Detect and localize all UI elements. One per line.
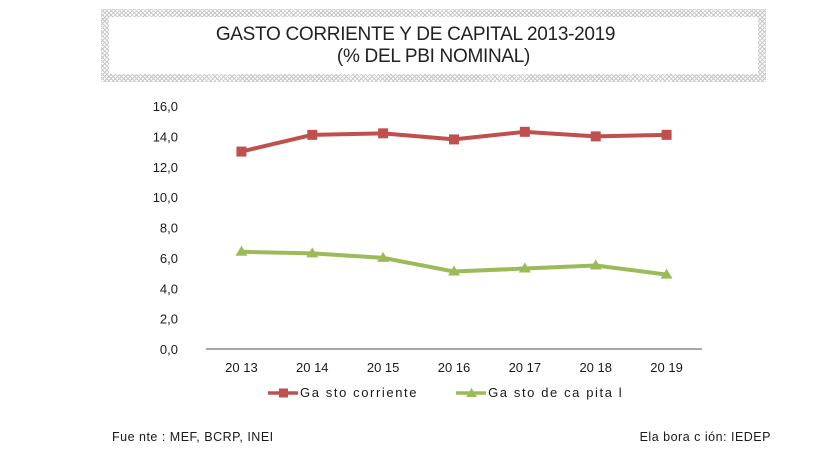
- y-tick-label: 8,0: [160, 221, 178, 236]
- x-tick-label: 20 15: [367, 360, 400, 375]
- y-tick-label: 12,0: [153, 160, 178, 175]
- y-tick-label: 0,0: [160, 342, 178, 357]
- y-tick-label: 2,0: [160, 312, 178, 327]
- data-point-triangle: [660, 268, 673, 279]
- x-axis-labels: 20 13 20 14 20 15 20 16 20 17 20 18 20 19: [225, 360, 683, 375]
- y-tick-label: 6,0: [160, 251, 178, 266]
- data-point-triangle: [306, 247, 319, 258]
- credit-note: Ela bora c ión: IEDEP: [639, 430, 771, 444]
- y-tick-label: 4,0: [160, 281, 178, 296]
- data-point-square: [236, 146, 247, 157]
- legend-label: Ga sto de ca pita l: [488, 385, 624, 400]
- data-point-square: [519, 126, 530, 137]
- data-point-square: [590, 131, 601, 142]
- x-tick-label: 20 16: [438, 360, 471, 375]
- legend-item-gasto-capital: Ga sto de ca pita l: [456, 385, 623, 400]
- legend: Ga sto corriente Ga sto de ca pita l: [268, 385, 623, 400]
- y-tick-label: 16,0: [153, 99, 178, 114]
- x-tick-label: 20 18: [579, 360, 612, 375]
- series-gasto-corriente: [236, 126, 672, 157]
- x-tick-label: 20 19: [650, 360, 683, 375]
- data-point-triangle: [235, 245, 248, 256]
- data-point-square: [449, 134, 459, 145]
- data-point-triangle: [448, 265, 460, 276]
- y-tick-label: 14,0: [153, 129, 178, 144]
- x-tick-label: 20 17: [509, 360, 542, 375]
- title-box: GASTO CORRIENTE Y DE CAPITAL 2013-2019 (…: [101, 9, 766, 82]
- chart-title: GASTO CORRIENTE Y DE CAPITAL 2013-2019: [215, 23, 616, 45]
- x-tick-label: 20 14: [296, 360, 329, 375]
- data-point-triangle: [377, 251, 390, 262]
- y-axis: 0,0 2,0 4,0 6,0 8,0 10,0 12,0 14,0 16,0: [153, 99, 178, 357]
- data-point-triangle: [518, 262, 531, 273]
- legend-label: Ga sto corriente: [300, 385, 419, 400]
- series-gasto-de-capital: [235, 245, 673, 279]
- y-tick-label: 10,0: [153, 190, 178, 205]
- x-tick-label: 20 13: [225, 360, 258, 375]
- legend-square-marker-icon: [268, 388, 298, 397]
- legend-triangle-marker-icon: [456, 387, 487, 397]
- series-group: [235, 126, 673, 279]
- data-point-triangle: [589, 259, 602, 270]
- data-point-square: [661, 129, 672, 140]
- source-note: Fue nte : MEF, BCRP, INEI: [112, 430, 274, 444]
- title-inner: GASTO CORRIENTE Y DE CAPITAL 2013-2019 (…: [109, 17, 758, 74]
- legend-item-gasto-corriente: Ga sto corriente: [268, 385, 418, 400]
- data-point-square: [307, 129, 318, 140]
- data-point-square: [378, 128, 389, 139]
- chart-subtitle: (% DEL PBI NOMINAL): [336, 45, 531, 67]
